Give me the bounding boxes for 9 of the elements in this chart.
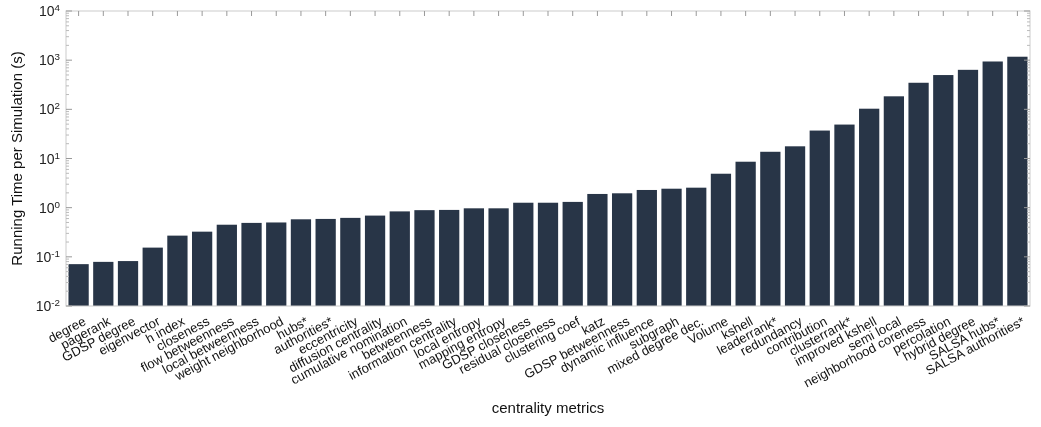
y-axis-title: Running Time per Simulation (s) bbox=[8, 51, 25, 266]
y-tick-label: 10$^{3}$ bbox=[38, 50, 61, 69]
y-tick-label: 10$^{-1}$ bbox=[35, 247, 60, 265]
y-tick-label: 10$^{4}$ bbox=[38, 1, 61, 19]
y-tick-label: 10$^{0}$ bbox=[38, 198, 61, 216]
y-tick-label: 10$^{2}$ bbox=[38, 99, 60, 118]
x-axis-title: centrality metrics bbox=[491, 399, 605, 416]
y-tick-label: 10$^{-2}$ bbox=[35, 296, 60, 314]
y-tick-label: 10$^{1}$ bbox=[38, 149, 60, 167]
